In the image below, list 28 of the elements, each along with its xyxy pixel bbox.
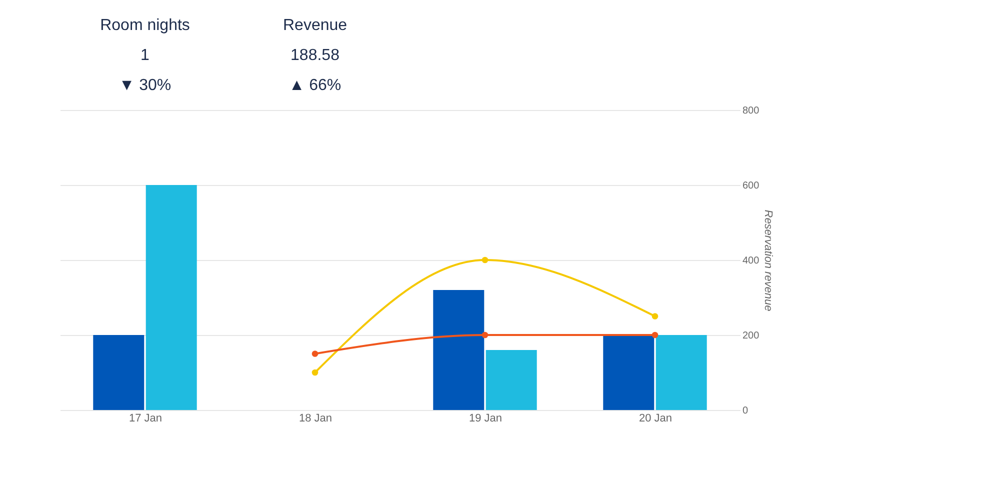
y2-axis-title: Reservation revenue: [762, 210, 774, 312]
x-tick-label: 17 Jan: [128, 412, 162, 424]
x-tick-label: 19 Jan: [468, 412, 502, 424]
y-tick-label: 800: [742, 106, 760, 116]
bar: [146, 185, 197, 410]
point: [652, 332, 658, 338]
point: [652, 313, 658, 320]
point: [482, 332, 488, 338]
text: 1: [140, 47, 150, 64]
bar: [656, 335, 707, 410]
y-tick-label: 0: [742, 406, 748, 416]
y-tick-label: 200: [742, 330, 760, 342]
y-tick-label: 600: [742, 180, 760, 192]
point: [312, 369, 318, 376]
bar: [486, 350, 537, 410]
text: ▲ 66%: [288, 77, 342, 94]
bar: [93, 335, 144, 410]
x-tick-label: 20 Jan: [638, 412, 672, 424]
bar: [433, 290, 484, 410]
text: ▼ 30%: [118, 77, 172, 94]
y-tick-label: 400: [742, 256, 760, 266]
text: Room nights: [100, 17, 190, 34]
point: [312, 350, 318, 357]
point: [482, 256, 488, 264]
x-tick-label: 18 Jan: [298, 412, 332, 424]
text: 188.58: [290, 47, 340, 64]
text: Revenue: [282, 17, 348, 34]
bar: [603, 335, 654, 410]
